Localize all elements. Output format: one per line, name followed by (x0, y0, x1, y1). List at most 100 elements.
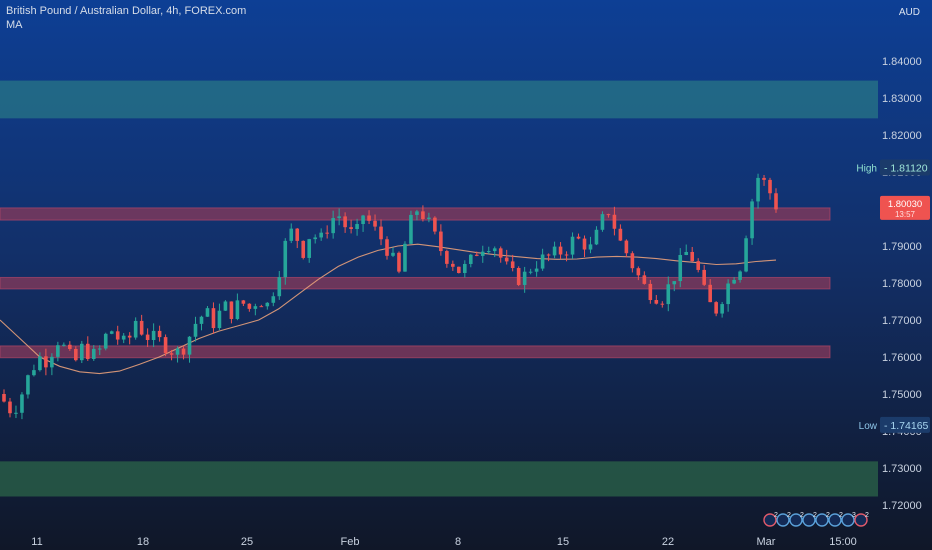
economic-event-marker[interactable]: 2 (763, 512, 778, 527)
event-marker-icon[interactable] (776, 513, 790, 527)
candle (133, 317, 138, 340)
candle-body (205, 308, 210, 317)
zone-resistance-2 (0, 276, 831, 290)
candle (588, 236, 593, 254)
candle-body (163, 337, 168, 354)
candle (648, 279, 653, 304)
candle-body (259, 306, 264, 308)
candle (690, 246, 695, 262)
candle (522, 266, 527, 293)
candle-body (32, 370, 36, 376)
candle (714, 301, 718, 317)
candle-body (744, 238, 748, 272)
candle (337, 208, 341, 226)
event-marker-icon[interactable] (802, 513, 816, 527)
event-markers[interactable]: 2 2 2 2 2 2 3 2 (763, 512, 869, 527)
candle-body (74, 348, 78, 361)
candle-body (307, 239, 312, 258)
candle (445, 249, 449, 268)
event-marker-icon[interactable] (815, 513, 829, 527)
candle (62, 342, 66, 347)
candle (379, 219, 383, 246)
candle (738, 270, 742, 283)
event-marker-icon[interactable] (789, 513, 803, 527)
economic-event-marker[interactable]: 2 (815, 512, 830, 527)
candle-body (97, 348, 102, 350)
indicator-label-ma[interactable]: MA (6, 19, 23, 31)
candle (139, 314, 144, 336)
candle (744, 235, 748, 273)
candle (265, 302, 270, 310)
candle (151, 323, 156, 348)
candle-body (624, 240, 629, 254)
candle-body (738, 271, 742, 280)
candle-body (768, 179, 772, 194)
candle (516, 266, 521, 287)
candle-body (415, 211, 419, 215)
time-axis[interactable]: 11 18 25 Feb 8 15 22 Mar 15:00 (31, 536, 856, 548)
candle-body (762, 177, 766, 180)
candle-body (774, 193, 778, 210)
candle (331, 210, 335, 239)
economic-event-marker[interactable]: 3 (841, 512, 856, 527)
economic-event-marker[interactable]: 2 (854, 512, 869, 527)
candle-body (498, 248, 503, 258)
candle (451, 260, 455, 271)
candle-body (38, 356, 42, 371)
candle-body (397, 252, 401, 272)
candle (510, 254, 515, 272)
candle-body (756, 177, 760, 202)
candle-body (642, 275, 647, 284)
candle-body (2, 394, 6, 402)
candle-body (594, 229, 599, 245)
candle (409, 210, 413, 245)
candle (145, 328, 150, 347)
event-marker-icon[interactable] (828, 513, 842, 527)
candle (618, 224, 623, 242)
chart-title: British Pound / Australian Dollar, 4h, F… (6, 5, 247, 17)
candle (241, 299, 246, 306)
economic-event-marker[interactable]: 2 (789, 512, 804, 527)
candle (720, 301, 724, 318)
candle (570, 232, 575, 259)
candle (301, 240, 306, 260)
event-marker-icon[interactable] (763, 513, 777, 527)
candle-body (139, 320, 144, 335)
candle-body (349, 227, 353, 229)
candle (169, 350, 174, 361)
candle (594, 226, 599, 246)
candle (295, 227, 300, 249)
candle (702, 265, 706, 286)
candle (457, 266, 461, 274)
time-tick-label: 11 (31, 536, 42, 548)
zone-teal-0 (0, 80, 878, 119)
candle-body (534, 268, 539, 272)
candle (2, 389, 6, 403)
event-marker-icon[interactable] (854, 513, 868, 527)
candle-body (181, 348, 186, 355)
candle (319, 228, 323, 241)
currency-label[interactable]: AUD (899, 7, 920, 18)
event-marker-icon[interactable] (841, 513, 855, 527)
candle-body (427, 217, 431, 220)
candle-body (337, 216, 341, 219)
event-marker-count: 2 (813, 512, 817, 519)
candle (8, 397, 12, 418)
candle (367, 210, 371, 225)
candle (768, 177, 772, 200)
candle-body (367, 215, 371, 221)
zone-layer (0, 80, 878, 497)
high-value: - 1.81120 (884, 163, 928, 175)
candle-body (696, 261, 701, 270)
economic-event-marker[interactable]: 2 (828, 512, 843, 527)
economic-event-marker[interactable]: 2 (776, 512, 791, 527)
candle (534, 261, 539, 277)
candle (181, 345, 186, 360)
candle-body (20, 394, 24, 413)
candle (528, 268, 533, 275)
candle-body (451, 263, 455, 267)
candle-body (552, 246, 557, 256)
economic-event-marker[interactable]: 2 (802, 512, 817, 527)
candle (277, 270, 282, 300)
